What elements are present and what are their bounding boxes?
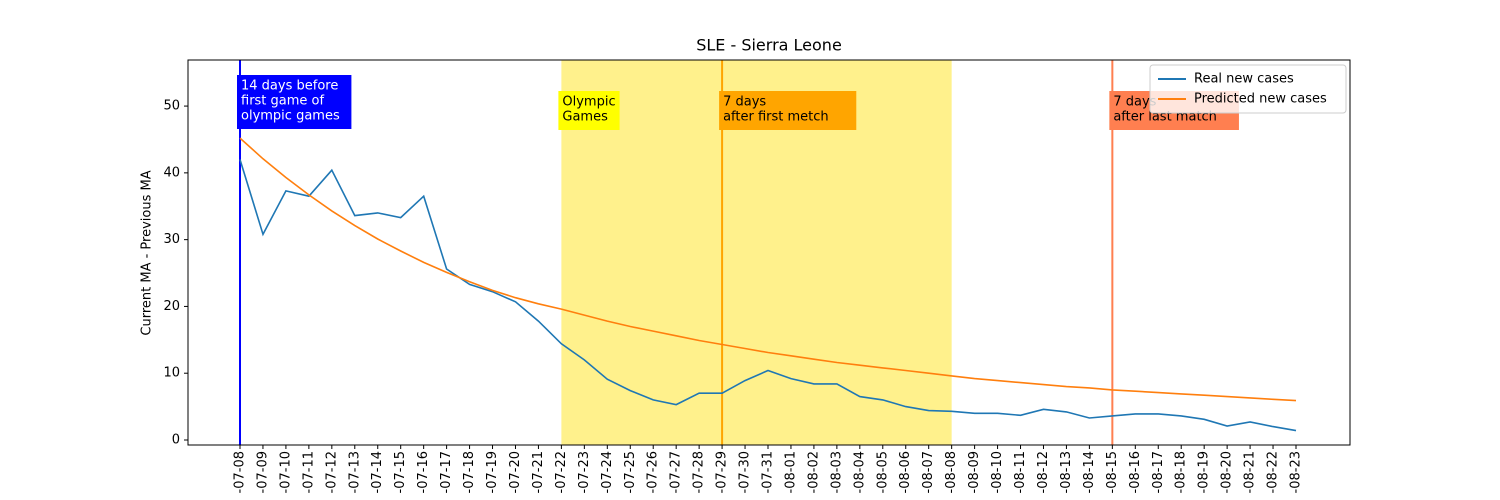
annotation-box (558, 91, 620, 130)
x-tick-label: -07-25 (623, 451, 638, 493)
y-tick-label: 10 (163, 366, 180, 381)
x-tick-label: -08-15 (1105, 451, 1120, 493)
x-tick-label: -08-14 (1082, 451, 1097, 493)
x-tick-label: -07-24 (600, 451, 615, 493)
x-tick-label: -08-12 (1036, 451, 1051, 493)
annotation-text: 14 days before (241, 79, 338, 94)
y-tick-label: 0 (172, 432, 180, 447)
annotation-text: Games (562, 110, 608, 125)
x-tick-label: -08-10 (990, 451, 1005, 493)
annotation-text: 7 days (1113, 95, 1156, 110)
x-tick-label: -08-03 (829, 451, 844, 493)
x-tick-label: -07-08 (233, 451, 248, 493)
x-tick-label: -07-11 (301, 451, 316, 493)
x-tick-label: -08-13 (1059, 451, 1074, 493)
y-axis-label: Current MA - Previous MA (140, 170, 155, 335)
x-tick-label: -07-27 (669, 451, 684, 493)
x-tick-label: -08-01 (783, 451, 798, 493)
x-tick-label: -07-18 (462, 451, 477, 493)
x-tick-label: -08-04 (852, 451, 867, 493)
x-tick-label: -07-19 (485, 451, 500, 493)
y-tick-label: 30 (163, 232, 180, 247)
chart-title: SLE - Sierra Leone (696, 36, 842, 55)
x-tick-label: -07-23 (577, 451, 592, 493)
y-tick-label: 20 (163, 299, 180, 314)
y-tick-label: 50 (163, 99, 180, 114)
annotation-box (237, 75, 352, 129)
x-tick-label: -08-16 (1128, 451, 1143, 493)
x-tick-label: -07-09 (255, 451, 270, 493)
x-tick-label: -08-18 (1174, 451, 1189, 493)
x-tick-label: -07-31 (761, 451, 776, 493)
x-tick-label: -08-02 (806, 451, 821, 493)
series-line (239, 137, 1297, 402)
x-tick-label: -07-21 (531, 451, 546, 493)
annotation-text: olympic games (241, 109, 340, 124)
plot-frame (187, 59, 1351, 446)
x-tick-label: -07-14 (370, 451, 385, 493)
annotation-text: Olympic (562, 95, 615, 110)
x-tick-label: -07-17 (439, 451, 454, 493)
x-tick-label: -07-22 (554, 451, 569, 493)
legend-label: Real new cases (1194, 72, 1294, 87)
series-line (239, 159, 1297, 432)
annotation-text: 7 days (723, 95, 766, 110)
legend-box (1149, 64, 1347, 114)
x-tick-label: -07-29 (715, 451, 730, 493)
x-tick-label: -08-05 (875, 451, 890, 493)
x-tick-label: -08-06 (898, 451, 913, 493)
x-tick-label: -08-20 (1220, 451, 1235, 493)
y-tick-label: 40 (163, 165, 180, 180)
x-tick-label: -07-20 (508, 451, 523, 493)
x-tick-label: -08-21 (1243, 451, 1258, 493)
annotation-text: first game of (241, 94, 325, 109)
x-tick-label: -08-07 (921, 451, 936, 493)
x-tick-label: -07-16 (416, 451, 431, 493)
x-tick-label: -08-11 (1013, 451, 1028, 493)
x-tick-label: -07-13 (347, 451, 362, 493)
annotation-box (719, 91, 857, 130)
x-tick-label: -07-15 (393, 451, 408, 493)
x-tick-label: -07-30 (738, 451, 753, 493)
annotation-text: after first metch (723, 110, 829, 125)
x-tick-label: -07-12 (324, 451, 339, 493)
x-tick-label: -08-19 (1197, 451, 1212, 493)
x-tick-label: -08-17 (1151, 451, 1166, 493)
x-tick-label: -07-26 (646, 451, 661, 493)
x-tick-label: -08-22 (1266, 451, 1281, 493)
x-tick-label: -08-23 (1289, 451, 1304, 493)
x-tick-label: -07-28 (692, 451, 707, 493)
legend-label: Predicted new cases (1194, 92, 1327, 107)
x-tick-label: -08-08 (944, 451, 959, 493)
x-tick-label: -07-10 (278, 451, 293, 493)
x-tick-label: -08-09 (967, 451, 982, 493)
